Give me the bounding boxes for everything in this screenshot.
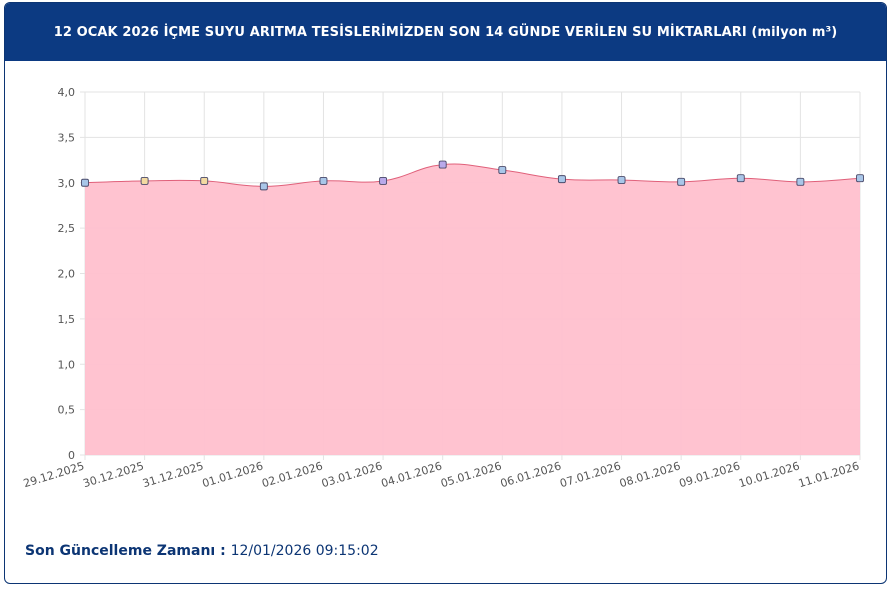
data-point[interactable]	[81, 178, 89, 187]
area-chart: 0 0,5 1,0 1,5 2,0 2,5 3,0 3,5 4,0 29.12.202530.1…	[22, 86, 864, 490]
x-tick-label: 04.01.2026	[380, 459, 444, 490]
data-point[interactable]	[617, 176, 626, 184]
x-tick-label: 02.01.2026	[260, 459, 324, 490]
data-points	[81, 160, 864, 191]
x-tick-label: 06.01.2026	[499, 459, 563, 490]
data-point[interactable]	[856, 174, 864, 183]
data-point[interactable]	[438, 160, 447, 169]
y-tick-label: 0	[68, 449, 75, 462]
data-point[interactable]	[259, 182, 268, 191]
area-fill	[85, 164, 860, 455]
y-axis-ticks: 0 0,5 1,0 1,5 2,0 2,5 3,0 3,5 4,0	[58, 86, 76, 462]
y-tick-label: 1,5	[58, 313, 76, 326]
y-tick-label: 2,0	[58, 268, 76, 281]
y-tick-label: 3,0	[58, 177, 76, 190]
x-tick-label: 08.01.2026	[618, 459, 682, 490]
y-tick-label: 4,0	[58, 86, 76, 99]
last-update: Son Güncelleme Zamanı : 12/01/2026 09:15…	[25, 543, 379, 559]
chart-title: 12 OCAK 2026 İÇME SUYU ARITMA TESİSLERİM…	[53, 24, 838, 40]
data-point[interactable]	[677, 177, 686, 186]
data-point[interactable]	[498, 166, 507, 174]
x-tick-label: 11.01.2026	[797, 459, 861, 490]
data-point[interactable]	[796, 177, 805, 186]
chart-card: 12 OCAK 2026 İÇME SUYU ARITMA TESİSLERİM…	[4, 2, 887, 584]
y-tick-label: 1,0	[58, 358, 76, 371]
data-point[interactable]	[736, 174, 745, 183]
x-tick-label: 07.01.2026	[558, 459, 622, 490]
x-tick-label: 29.12.2025	[22, 459, 86, 490]
x-tick-label: 05.01.2026	[439, 459, 503, 490]
last-update-separator: :	[215, 543, 231, 559]
area-line	[84, 163, 861, 187]
data-point[interactable]	[200, 176, 209, 185]
x-tick-label: 03.01.2026	[320, 459, 384, 490]
y-tick-label: 3,5	[58, 131, 76, 144]
x-tick-label: 31.12.2025	[141, 459, 205, 490]
y-tick-label: 2,5	[58, 222, 76, 235]
x-tick-label: 30.12.2025	[81, 459, 145, 490]
x-axis-ticks: 29.12.202530.12.202531.12.202501.01.2026…	[22, 459, 861, 490]
chart-header: 12 OCAK 2026 İÇME SUYU ARITMA TESİSLERİM…	[5, 3, 886, 61]
data-point[interactable]	[557, 175, 566, 184]
last-update-label: Son Güncelleme Zamanı	[25, 543, 216, 559]
x-tick-label: 01.01.2026	[201, 459, 265, 490]
y-tick-label: 0,5	[58, 404, 76, 417]
x-tick-label: 10.01.2026	[737, 459, 801, 490]
x-tick-label: 09.01.2026	[678, 459, 742, 490]
data-point[interactable]	[319, 176, 328, 185]
last-update-value: 12/01/2026 09:15:02	[230, 543, 379, 559]
data-point[interactable]	[379, 176, 388, 185]
data-point[interactable]	[140, 176, 149, 185]
